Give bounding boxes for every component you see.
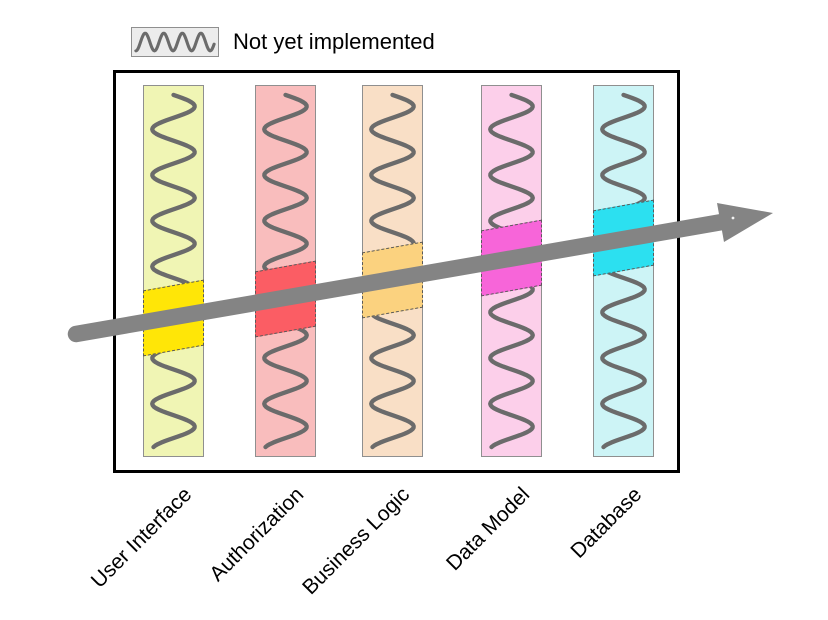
slice-segment-authorization xyxy=(255,260,316,338)
layer-label-user-interface: User Interface xyxy=(86,483,197,593)
arrow-head xyxy=(717,203,773,242)
slice-segment-data-model xyxy=(481,219,542,297)
arrowhead-speck xyxy=(731,216,735,220)
slice-segment-database xyxy=(593,199,654,277)
legend-swatch-not-implemented xyxy=(131,27,219,57)
legend: Not yet implemented xyxy=(131,27,435,57)
slice-segment-user-interface xyxy=(143,279,204,357)
layer-label-business-logic: Business Logic xyxy=(298,483,415,600)
slice-segment-business-logic xyxy=(362,241,423,319)
legend-label: Not yet implemented xyxy=(233,29,435,54)
layer-bar-user-interface xyxy=(143,85,204,457)
squiggle-pattern-icon xyxy=(134,31,216,53)
squiggle-pattern-icon xyxy=(150,92,197,450)
